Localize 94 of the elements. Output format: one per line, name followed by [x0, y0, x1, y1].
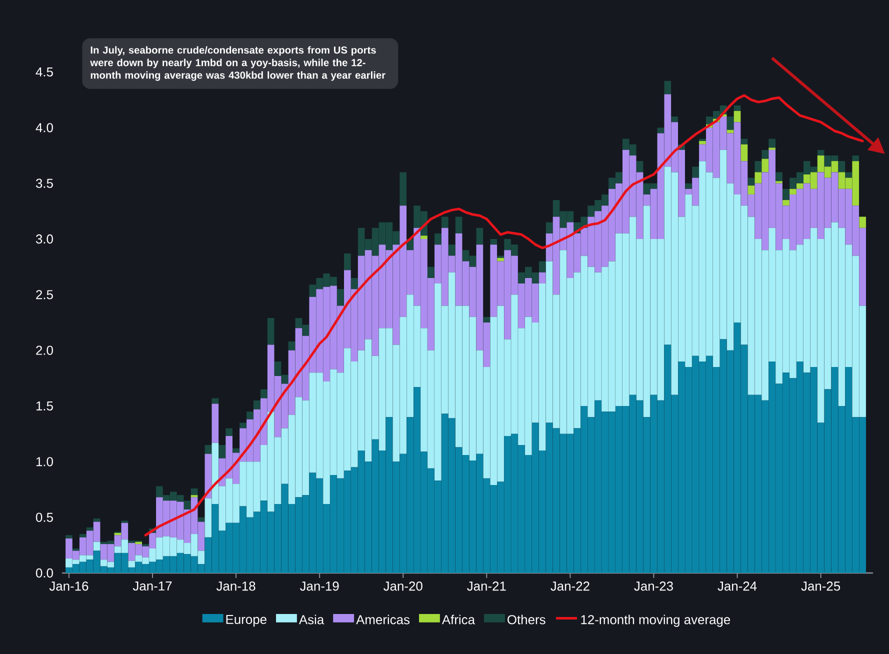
- bar: [93, 542, 100, 551]
- x-tick-label: Jan-24: [718, 582, 757, 591]
- bar: [740, 144, 748, 162]
- bar: [734, 105, 741, 111]
- bar: [796, 183, 804, 189]
- bar: [636, 161, 644, 172]
- y-tick-label: 1.0: [36, 457, 53, 466]
- bar: [838, 161, 846, 172]
- bar: [66, 535, 72, 538]
- bar: [699, 141, 706, 144]
- bar: [699, 138, 706, 142]
- bar: [483, 316, 490, 322]
- bar: [685, 183, 692, 189]
- y-tick-label: 3.5: [36, 178, 53, 188]
- bar: [852, 155, 860, 162]
- y-tick-label: 0.5: [36, 512, 53, 522]
- bar: [135, 542, 142, 544]
- bar: [754, 161, 762, 172]
- y-tick-label: 0.0: [36, 568, 53, 578]
- bar: [476, 228, 484, 245]
- bar: [350, 278, 358, 290]
- bar: [734, 110, 741, 122]
- bar: [240, 422, 246, 428]
- bar: [254, 400, 260, 410]
- bar: [762, 150, 769, 159]
- bar: [198, 517, 205, 522]
- bar: [441, 216, 448, 228]
- bar: [782, 188, 790, 200]
- x-tick-label: Jan-21: [467, 582, 506, 591]
- bar: [212, 404, 219, 443]
- bar: [748, 178, 755, 186]
- bar: [455, 216, 462, 234]
- bar: [664, 80, 672, 94]
- bar: [490, 238, 498, 245]
- y-tick-label: 3.0: [36, 234, 53, 244]
- bar: [246, 412, 254, 420]
- bar: [817, 150, 824, 156]
- x-tick-label: Jan-20: [384, 582, 422, 591]
- bar: [671, 116, 678, 122]
- bar: [538, 272, 546, 284]
- bar: [776, 172, 782, 182]
- bar: [790, 188, 796, 194]
- bar: [288, 341, 296, 350]
- bar: [762, 158, 769, 172]
- bar: [218, 444, 226, 458]
- bar: [546, 222, 553, 234]
- bar: [845, 172, 852, 178]
- x-tick-label: Jan-19: [300, 582, 339, 591]
- x-tick-label: Jan-25: [801, 582, 840, 591]
- annotation: In July, seaborne crude/condensate exports from US ports were down by nearly 1mbd on a yoy-basis, while the 12-month moving average was 430kbd lower than a year earlier: [90, 46, 386, 81]
- x-tick-label: Jan-22: [550, 582, 590, 591]
- bar: [400, 172, 407, 206]
- bar: [79, 534, 86, 538]
- bar: [190, 488, 198, 496]
- bar: [428, 266, 434, 278]
- x-tick-label: Jan-23: [634, 582, 673, 591]
- bar: [232, 448, 240, 453]
- bar: [93, 518, 100, 522]
- bar: [448, 244, 456, 256]
- y-tick-label: 2.0: [36, 346, 53, 355]
- bar: [782, 200, 790, 206]
- y-tick-label: 4.0: [36, 123, 53, 132]
- legend-label: Others: [508, 614, 546, 624]
- bar: [420, 236, 428, 239]
- y-tick-label: 4.5: [36, 67, 53, 77]
- bar: [748, 186, 755, 194]
- bar: [344, 253, 351, 270]
- bar: [726, 116, 734, 130]
- bar: [657, 128, 664, 134]
- bar: [226, 428, 232, 436]
- legend-label: Asia: [298, 614, 324, 624]
- bar: [538, 261, 546, 272]
- x-tick-label: Jan-16: [49, 582, 88, 591]
- bar: [692, 166, 699, 178]
- legend-label: 12-month moving average: [581, 614, 730, 627]
- bar: [754, 172, 762, 184]
- bar: [337, 289, 344, 306]
- bar: [204, 444, 212, 454]
- bar: [740, 138, 748, 144]
- bar: [768, 138, 776, 148]
- y-tick-label: 2.5: [36, 290, 53, 300]
- bar: [267, 318, 274, 345]
- y-tick-label: 1.5: [36, 401, 53, 411]
- bar: [859, 216, 866, 228]
- x-tick-label: Jan-18: [216, 582, 256, 591]
- legend-label: Americas: [356, 614, 410, 624]
- bar: [434, 233, 442, 245]
- legend-label: Africa: [442, 614, 476, 624]
- bar: [497, 258, 504, 262]
- bar: [212, 398, 219, 404]
- legend-label: Europe: [226, 615, 266, 627]
- bar: [260, 389, 268, 398]
- x-tick-label: Jan-17: [132, 582, 172, 591]
- bar: [86, 527, 94, 531]
